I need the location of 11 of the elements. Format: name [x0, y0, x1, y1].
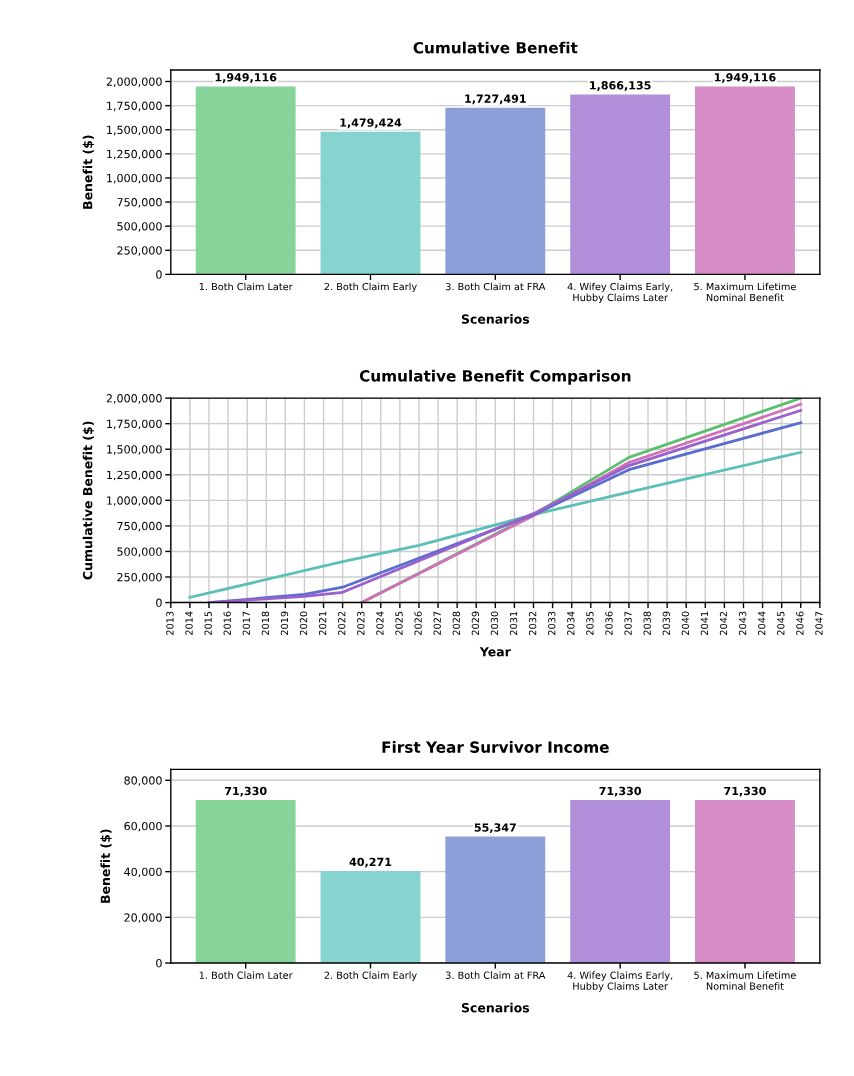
bar	[445, 836, 546, 964]
bar	[195, 800, 296, 964]
bar	[445, 107, 546, 275]
bar	[570, 800, 671, 964]
bar	[695, 800, 795, 964]
bar	[695, 86, 795, 275]
bar	[195, 86, 296, 275]
bar	[320, 131, 421, 275]
bar	[570, 94, 671, 275]
line-series	[188, 450, 803, 599]
bar	[320, 871, 421, 964]
